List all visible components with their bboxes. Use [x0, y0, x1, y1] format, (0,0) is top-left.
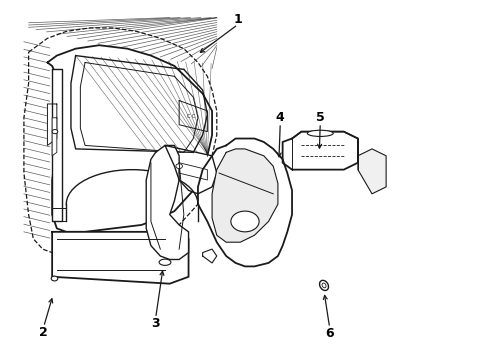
Polygon shape — [52, 69, 62, 221]
Text: 1: 1 — [234, 13, 243, 26]
Polygon shape — [146, 145, 189, 260]
Polygon shape — [165, 145, 217, 194]
Polygon shape — [283, 132, 358, 170]
Polygon shape — [358, 149, 386, 194]
Polygon shape — [212, 149, 278, 242]
Polygon shape — [179, 163, 207, 180]
Polygon shape — [52, 232, 189, 284]
Polygon shape — [52, 118, 57, 156]
Ellipse shape — [159, 259, 171, 265]
Circle shape — [51, 276, 58, 281]
Polygon shape — [48, 45, 212, 232]
Ellipse shape — [231, 211, 259, 232]
Polygon shape — [48, 104, 57, 145]
Circle shape — [52, 130, 58, 134]
Ellipse shape — [307, 130, 333, 136]
Polygon shape — [179, 100, 207, 132]
Text: 6: 6 — [325, 327, 334, 340]
Polygon shape — [52, 208, 66, 221]
Text: 4: 4 — [276, 111, 285, 124]
Circle shape — [176, 164, 182, 168]
Text: 2: 2 — [39, 326, 48, 339]
Polygon shape — [203, 249, 217, 263]
Polygon shape — [198, 139, 292, 266]
Text: 3: 3 — [151, 317, 160, 330]
Polygon shape — [24, 28, 217, 253]
Ellipse shape — [322, 283, 326, 288]
Ellipse shape — [319, 280, 328, 291]
Text: 5: 5 — [316, 111, 325, 124]
Text: C C: C C — [187, 113, 195, 118]
